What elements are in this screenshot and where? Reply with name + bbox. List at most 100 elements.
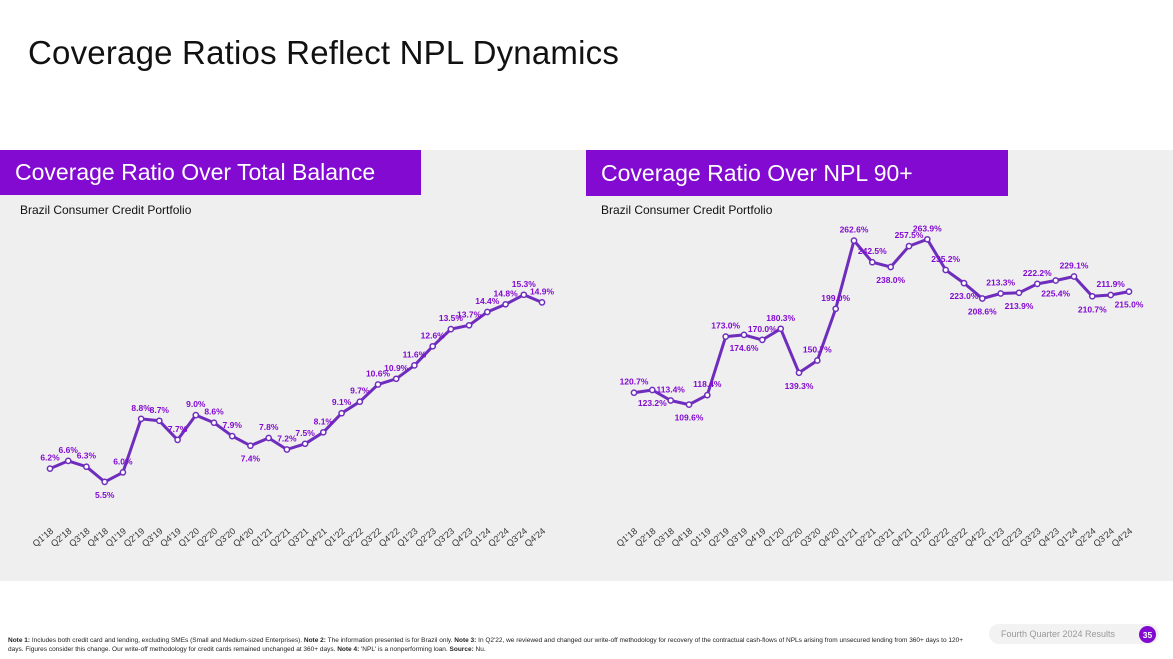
chart-panel-background <box>0 150 1173 581</box>
data-label: 225.4% <box>1041 289 1070 299</box>
data-point <box>465 321 473 329</box>
data-label: 109.6% <box>675 413 704 423</box>
note-3-text: In Q2'22, we reviewed and changed our wr… <box>8 637 964 653</box>
chart-subtitle-right: Brazil Consumer Credit Portfolio <box>601 203 773 217</box>
data-point <box>392 375 400 383</box>
data-label: 215.0% <box>1115 300 1144 310</box>
x-tick-label: Q4'24 <box>523 526 548 549</box>
note-4-text: 'NPL' is a nonperforming loan. <box>359 645 450 653</box>
data-point <box>174 436 181 444</box>
data-point <box>319 428 327 436</box>
data-point <box>1107 291 1115 299</box>
data-point <box>356 398 364 406</box>
footnote: Note 1: Includes both credit card and le… <box>8 637 973 654</box>
data-point <box>978 295 986 302</box>
data-point <box>722 333 730 340</box>
data-point <box>101 478 109 486</box>
data-point <box>538 299 546 306</box>
data-label: 6.2% <box>40 453 60 463</box>
source-text: Nu. <box>473 645 486 653</box>
note-2-text: The information presented is for Brazil … <box>325 637 455 644</box>
data-label: 7.4% <box>241 454 261 464</box>
data-point <box>210 419 218 427</box>
data-point <box>411 362 418 369</box>
data-point <box>502 300 509 308</box>
data-point <box>997 290 1005 297</box>
note-4-label: Note 4: <box>337 645 360 653</box>
data-point <box>740 331 748 339</box>
note-3-label: Note 3: <box>454 637 477 644</box>
data-point <box>960 279 968 287</box>
data-label: 7.2% <box>277 434 297 444</box>
data-label: 213.3% <box>986 278 1015 288</box>
footer-label: Fourth Quarter 2024 Results <box>1001 629 1116 639</box>
data-label: 210.7% <box>1078 304 1107 314</box>
data-label: 9.0% <box>186 399 206 409</box>
data-point <box>813 357 821 364</box>
data-point <box>301 440 309 448</box>
data-label: 15.3% <box>512 279 537 289</box>
note-1-text: Includes both credit card and lending, e… <box>30 637 304 644</box>
chart-subtitle-left: Brazil Consumer Credit Portfolio <box>20 203 192 217</box>
data-point <box>1052 277 1060 284</box>
data-point <box>119 469 127 476</box>
data-point <box>795 369 803 377</box>
data-point <box>777 325 785 333</box>
data-point <box>685 401 693 408</box>
data-point <box>923 235 931 243</box>
data-label: 120.7% <box>620 377 649 387</box>
data-point <box>648 386 656 394</box>
data-point <box>703 391 711 399</box>
data-point <box>1015 289 1023 297</box>
data-point <box>247 442 254 450</box>
data-label: 139.3% <box>785 381 814 391</box>
data-label: 150.7% <box>803 345 832 355</box>
data-point <box>887 263 895 271</box>
note-2-label: Note 2: <box>303 637 326 644</box>
data-label: 238.0% <box>876 275 905 285</box>
data-label: 242.5% <box>858 246 887 256</box>
data-point <box>1088 292 1096 300</box>
data-point <box>1033 280 1041 288</box>
data-label: 8.7% <box>150 405 170 415</box>
data-label: 174.6% <box>730 343 759 353</box>
data-label: 223.0% <box>950 291 979 301</box>
data-point <box>83 463 90 471</box>
data-point <box>630 389 638 397</box>
data-label: 123.2% <box>638 398 667 408</box>
data-label: 9.1% <box>332 397 352 407</box>
data-label: 8.1% <box>314 416 334 426</box>
data-label: 14.8% <box>494 288 519 298</box>
data-point <box>520 291 528 299</box>
data-label: 199.0% <box>821 293 850 303</box>
chart-coverage-npl90: 120.7%Q1'18123.2%Q2'18113.4%Q3'18109.6%Q… <box>615 223 1144 549</box>
series-line <box>49 293 543 484</box>
data-label: 213.9% <box>1005 301 1034 311</box>
data-label: 11.6% <box>403 349 427 359</box>
data-point <box>64 457 72 465</box>
data-label: 211.9% <box>1097 279 1126 289</box>
data-label: 8.8% <box>131 403 151 413</box>
x-tick-label: Q4'24 <box>1110 526 1135 549</box>
chart-title-banner-left: Coverage Ratio Over Total Balance <box>0 150 421 195</box>
data-label: 10.9% <box>384 363 409 373</box>
data-label: 7.5% <box>295 428 315 438</box>
data-point <box>832 305 840 313</box>
series-line <box>633 237 1130 407</box>
data-label: 170.0% <box>748 324 777 334</box>
page-number: 35 <box>1139 626 1156 643</box>
chart-coverage-total-balance: 6.2%Q1'186.6%Q2'186.3%Q3'185.5%Q4'186.0%… <box>31 279 555 549</box>
data-label: 9.7% <box>350 386 370 396</box>
data-label: 5.5% <box>95 490 115 500</box>
data-label: 10.6% <box>366 369 391 379</box>
data-label: 262.6% <box>840 225 869 235</box>
data-point <box>338 409 345 417</box>
data-point <box>137 415 145 423</box>
data-label: 257.5% <box>895 230 924 240</box>
data-label: 14.4% <box>475 296 500 306</box>
data-point <box>667 397 675 404</box>
data-label: 7.7% <box>168 424 188 434</box>
data-label: 180.3% <box>766 313 795 323</box>
data-point <box>228 432 236 440</box>
data-point <box>283 446 291 453</box>
